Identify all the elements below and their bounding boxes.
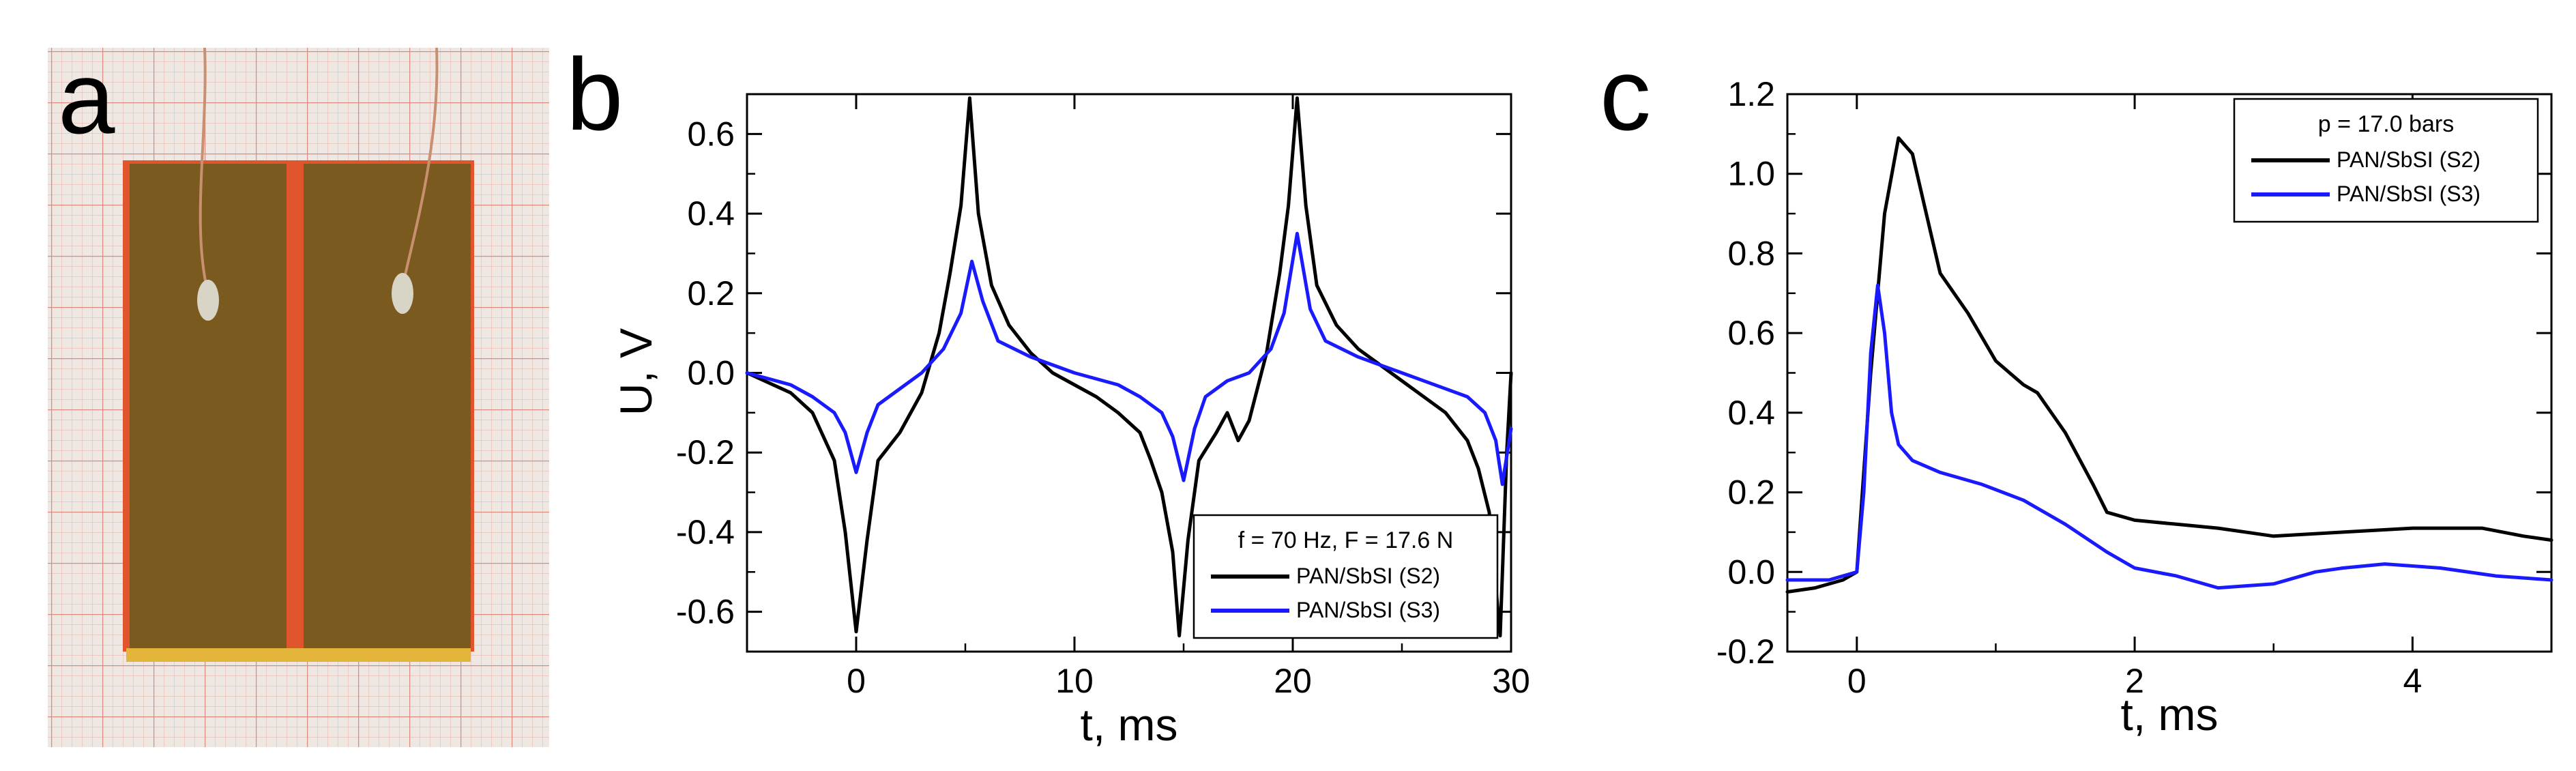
right-wire [401,47,439,287]
x-tick-label: 4 [2403,662,2422,700]
y-tick-label: -0.4 [676,513,735,551]
right-electrode [304,164,471,648]
x-tick-label: 30 [1492,662,1530,700]
legend-entry: PAN/SbSI (S3) [2337,181,2480,206]
panel-c-chart: 0 2 4 -0.2 0.0 0.2 0.4 0.6 0.8 1.0 1.2 t, ms p = 17.… [1716,75,2553,740]
y-tick-label: 0.4 [687,194,735,233]
y-tick-label: -0.6 [676,593,735,631]
x-tick-label: 0 [1847,662,1867,700]
x-axis-title: t, ms [2121,689,2219,740]
panel-a-label: a [58,40,115,155]
panel-b-chart: 0 10 20 30 -0.6 -0.4 -0.2 0.0 0.2 0.4 0.6 t, ms U, V… [611,93,1530,750]
x-tick-label: 10 [1055,662,1094,700]
y-tick-label: 0.2 [687,274,735,312]
y-tick-label: 0.4 [1727,394,1775,432]
y-tick-label: 0.8 [1727,234,1775,272]
left-contact-drop [197,280,219,321]
x-axis-title: t, ms [1081,699,1178,750]
panel-b-label: b [566,37,623,151]
y-tick-label: 1.0 [1727,155,1775,193]
y-tick-label: 1.2 [1727,75,1775,113]
left-electrode [130,164,287,648]
legend-entry: PAN/SbSI (S2) [1296,564,1440,588]
legend-entry: PAN/SbSI (S3) [1296,598,1440,622]
y-tick-label: 0.2 [1727,474,1775,512]
legend-entry: PAN/SbSI (S2) [2337,147,2480,172]
x-tick-label: 2 [2125,662,2144,700]
y-axis-title: U, V [611,328,661,416]
x-tick-label: 20 [1274,662,1312,700]
panel-a-photo: a [48,40,549,747]
center-tape-strip [287,164,304,648]
x-tick-label: 0 [847,662,866,700]
y-tick-label: -0.2 [676,433,735,471]
y-tick-label: 0.0 [1727,553,1775,591]
y-tick-label: 0.6 [687,115,735,153]
right-contact-drop [392,273,413,314]
y-tick-label: 0.0 [687,354,735,392]
series-line-s3 [1785,283,2553,590]
panel-c-label: c [1600,37,1651,151]
left-wire [199,47,209,294]
series-line-s3 [745,231,1513,486]
y-tick-label: -0.2 [1716,632,1775,671]
legend-title: p = 17.0 bars [2318,111,2454,137]
y-tick-label: 0.6 [1727,314,1775,352]
series-line-s2 [745,96,1513,638]
bottom-edge-strip [126,648,471,662]
legend-title: f = 70 Hz, F = 17.6 N [1238,527,1454,553]
